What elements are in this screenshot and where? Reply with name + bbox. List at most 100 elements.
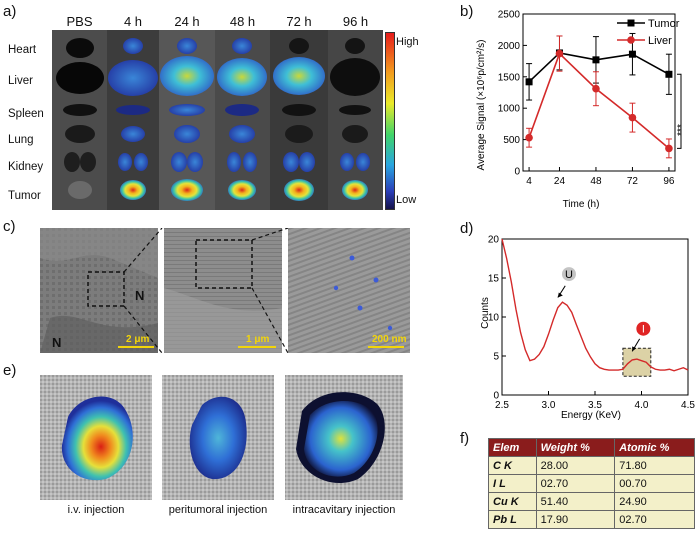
column-header: 4 h [123,14,143,29]
intensity-colorbar [385,32,395,210]
table-cell: 17.90 [535,510,616,529]
y-tick-label: 0 [493,391,499,402]
eds-spectrum-chart: Counts Energy (KeV) 0 5 10 15 20 2.5 3.0 3.5 4.0… [480,235,695,422]
data-point [555,49,564,58]
peak-label: I [642,324,645,336]
iodine-peak-marker [636,321,651,336]
peak-label: U [565,269,573,281]
y-tick-label: 0 [514,167,520,178]
table-cell-element: C K [488,456,537,475]
table-row: I L 02.70 00.70 [488,474,695,493]
table-header: Elem [488,438,537,457]
panel-label-c: c) [3,218,16,235]
column-header: 72 h [286,14,312,29]
nucleus-label: N [135,288,145,303]
eds-composition-table: Elem Weight % Atomic % C K 28.00 71.80 I… [488,438,695,529]
table-header: Weight % [535,438,616,457]
y-axis-label: Average Signal (×10⁶p/cm²/s) [476,40,487,171]
organ-label: Spleen [8,108,44,120]
table-cell: 24.90 [614,492,695,511]
table-row: C K 28.00 71.80 [488,456,695,475]
organ-label: Lung [8,134,34,146]
panel-label-a: a) [3,3,17,20]
tem-micrograph-panel: N N 2 μm 1 μm 200 nm [0,215,460,355]
scale-bar-label: 200 nm [372,334,407,345]
data-point [525,133,533,142]
legend-label: Liver [648,35,672,47]
scale-bar-label: 1 μm [246,334,270,345]
panel-label-f: f) [460,430,470,447]
series-line-liver [528,52,670,150]
y-tick-label: 5 [493,352,499,363]
table-row: Cu K 51.40 24.90 [488,492,695,511]
table-cell: 71.80 [614,456,695,475]
organ-image-strip [52,30,383,210]
table-cell: 00.70 [614,474,695,493]
scale-bar-label: 2 μm [126,334,150,345]
table-cell-element: Cu K [488,492,537,511]
uranium-peak-marker [561,267,576,282]
table-row: Pb L 17.90 02.70 [488,510,695,529]
colorbar-high-label: High [396,36,419,48]
x-tick-label: 4.0 [635,400,649,411]
y-tick-label: 500 [503,135,520,146]
injection-caption: intracavitary injection [292,504,396,516]
plot-frame [522,13,676,172]
x-tick-label: 24 [554,176,566,187]
y-tick-label: 20 [488,235,500,246]
legend-marker [627,36,635,44]
data-point [665,70,673,78]
y-tick-label: 1500 [498,72,521,83]
data-point [628,113,637,122]
x-tick-label: 4 [526,176,532,187]
y-tick-label: 1000 [498,104,521,115]
organ-label: Heart [8,44,37,56]
table-cell: 02.70 [614,510,695,529]
legend-marker [627,19,635,27]
x-tick-label: 2.5 [495,400,509,411]
column-header: 24 h [174,14,200,29]
organ-label: Kidney [8,161,44,173]
x-axis-label: Time (h) [563,199,600,210]
colorbar-low-label: Low [396,194,417,206]
data-point [592,56,600,64]
table-cell: 51.40 [535,492,616,511]
y-tick-label: 15 [488,274,500,285]
x-tick-label: 3.0 [542,400,556,411]
injection-caption: peritumoral injection [168,504,268,516]
column-header: 48 h [229,14,256,29]
table-cell-element: Pb L [488,510,537,529]
significance-bracket [677,73,682,149]
nucleus-label: N [52,335,62,350]
organ-label: Liver [8,75,33,87]
y-axis-label: Counts [480,297,491,329]
x-axis-label: Energy (KeV) [561,410,621,421]
organ-label: Tumor [8,190,41,202]
tumor-images [40,375,403,500]
data-point [592,84,600,93]
column-header: PBS [66,14,93,29]
x-tick-label: 72 [627,176,639,187]
x-tick-label: 4.5 [681,400,695,411]
data-point [628,50,636,58]
legend-label: Tumor [648,18,680,30]
spectrum-line [501,238,689,372]
column-header: 96 h [342,14,369,29]
y-tick-label: 2500 [498,10,521,21]
biodistribution-line-chart: Average Signal (×10⁶p/cm²/s) Time (h) **… [476,10,687,211]
x-tick-label: 48 [590,176,602,187]
table-cell-element: I L [488,474,537,493]
panel-label-b: b) [460,3,474,20]
y-tick-label: 2000 [498,41,521,52]
x-tick-label: 3.5 [588,400,602,411]
data-point [525,78,533,86]
table-cell: 02.70 [535,474,616,493]
table-header: Atomic % [614,438,695,457]
tumor-injection-panel: i.v. injection peritumoral injection int… [0,365,460,536]
organ-imaging-panel: PBS 4 h 24 h 48 h 72 h 96 h Heart Liver … [0,0,460,212]
peak-arrowhead [632,346,637,352]
x-tick-label: 96 [663,176,675,187]
panel-label-e: e) [3,362,17,379]
table-header-row: Elem Weight % Atomic % [488,438,695,457]
plot-frame [501,238,689,396]
